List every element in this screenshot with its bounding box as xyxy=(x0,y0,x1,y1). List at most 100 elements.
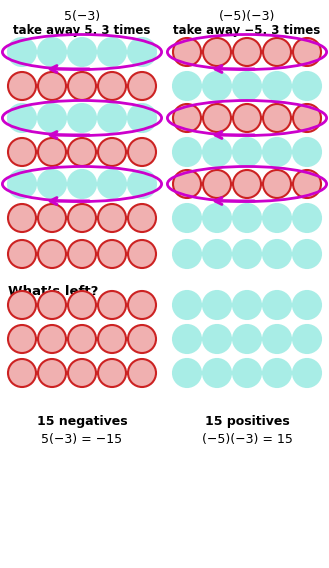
Circle shape xyxy=(173,38,201,66)
Circle shape xyxy=(263,170,291,198)
Text: 5(−3): 5(−3) xyxy=(64,10,100,23)
Circle shape xyxy=(98,204,126,232)
Circle shape xyxy=(38,138,66,166)
Text: (−5)(−3): (−5)(−3) xyxy=(219,10,275,23)
Circle shape xyxy=(173,204,201,232)
Text: take away −5, 3 times: take away −5, 3 times xyxy=(173,24,321,37)
Circle shape xyxy=(38,291,66,319)
Circle shape xyxy=(68,204,96,232)
Circle shape xyxy=(173,359,201,387)
Circle shape xyxy=(263,38,291,66)
Circle shape xyxy=(293,170,321,198)
Circle shape xyxy=(203,138,231,166)
Circle shape xyxy=(8,38,36,66)
Circle shape xyxy=(173,240,201,268)
Circle shape xyxy=(128,104,156,132)
Circle shape xyxy=(233,170,261,198)
Circle shape xyxy=(128,291,156,319)
Circle shape xyxy=(128,359,156,387)
Circle shape xyxy=(263,204,291,232)
Circle shape xyxy=(38,170,66,198)
Circle shape xyxy=(293,204,321,232)
Circle shape xyxy=(173,72,201,100)
Circle shape xyxy=(68,104,96,132)
Circle shape xyxy=(263,291,291,319)
Circle shape xyxy=(8,240,36,268)
Circle shape xyxy=(128,170,156,198)
Circle shape xyxy=(233,240,261,268)
Circle shape xyxy=(68,38,96,66)
Circle shape xyxy=(293,72,321,100)
Circle shape xyxy=(263,359,291,387)
Circle shape xyxy=(98,291,126,319)
Circle shape xyxy=(98,359,126,387)
Circle shape xyxy=(203,240,231,268)
Circle shape xyxy=(68,359,96,387)
Circle shape xyxy=(128,325,156,353)
Circle shape xyxy=(203,104,231,132)
Circle shape xyxy=(233,104,261,132)
Circle shape xyxy=(128,72,156,100)
Circle shape xyxy=(293,359,321,387)
Circle shape xyxy=(98,240,126,268)
Circle shape xyxy=(233,325,261,353)
Circle shape xyxy=(233,38,261,66)
Circle shape xyxy=(68,291,96,319)
Circle shape xyxy=(8,325,36,353)
Circle shape xyxy=(38,240,66,268)
Circle shape xyxy=(98,170,126,198)
Circle shape xyxy=(293,240,321,268)
Circle shape xyxy=(203,291,231,319)
Circle shape xyxy=(263,325,291,353)
Text: (−5)(−3) = 15: (−5)(−3) = 15 xyxy=(202,433,292,446)
Circle shape xyxy=(8,204,36,232)
Circle shape xyxy=(8,359,36,387)
Circle shape xyxy=(8,291,36,319)
Circle shape xyxy=(128,240,156,268)
Circle shape xyxy=(173,291,201,319)
Circle shape xyxy=(128,138,156,166)
Circle shape xyxy=(233,72,261,100)
Circle shape xyxy=(68,72,96,100)
Circle shape xyxy=(263,240,291,268)
Circle shape xyxy=(263,138,291,166)
Circle shape xyxy=(68,138,96,166)
Text: 15 positives: 15 positives xyxy=(205,415,290,428)
Circle shape xyxy=(8,138,36,166)
Circle shape xyxy=(233,359,261,387)
Circle shape xyxy=(38,204,66,232)
Text: 5(−3) = −15: 5(−3) = −15 xyxy=(41,433,123,446)
Circle shape xyxy=(8,104,36,132)
Circle shape xyxy=(233,138,261,166)
Circle shape xyxy=(38,104,66,132)
Circle shape xyxy=(293,138,321,166)
Circle shape xyxy=(173,138,201,166)
Circle shape xyxy=(38,359,66,387)
Circle shape xyxy=(203,325,231,353)
Circle shape xyxy=(293,325,321,353)
Circle shape xyxy=(98,325,126,353)
Circle shape xyxy=(68,325,96,353)
Text: 15 negatives: 15 negatives xyxy=(37,415,127,428)
Circle shape xyxy=(293,104,321,132)
Circle shape xyxy=(98,138,126,166)
Circle shape xyxy=(68,240,96,268)
Circle shape xyxy=(98,72,126,100)
Circle shape xyxy=(128,204,156,232)
Circle shape xyxy=(173,104,201,132)
Circle shape xyxy=(293,38,321,66)
Circle shape xyxy=(263,72,291,100)
Circle shape xyxy=(203,38,231,66)
Circle shape xyxy=(263,104,291,132)
Circle shape xyxy=(98,38,126,66)
Circle shape xyxy=(38,325,66,353)
Text: What’s left?: What’s left? xyxy=(8,285,98,298)
Circle shape xyxy=(8,170,36,198)
Circle shape xyxy=(203,204,231,232)
Circle shape xyxy=(98,104,126,132)
Circle shape xyxy=(293,291,321,319)
Text: take away 5, 3 times: take away 5, 3 times xyxy=(13,24,151,37)
Circle shape xyxy=(173,170,201,198)
Circle shape xyxy=(203,359,231,387)
Circle shape xyxy=(233,291,261,319)
